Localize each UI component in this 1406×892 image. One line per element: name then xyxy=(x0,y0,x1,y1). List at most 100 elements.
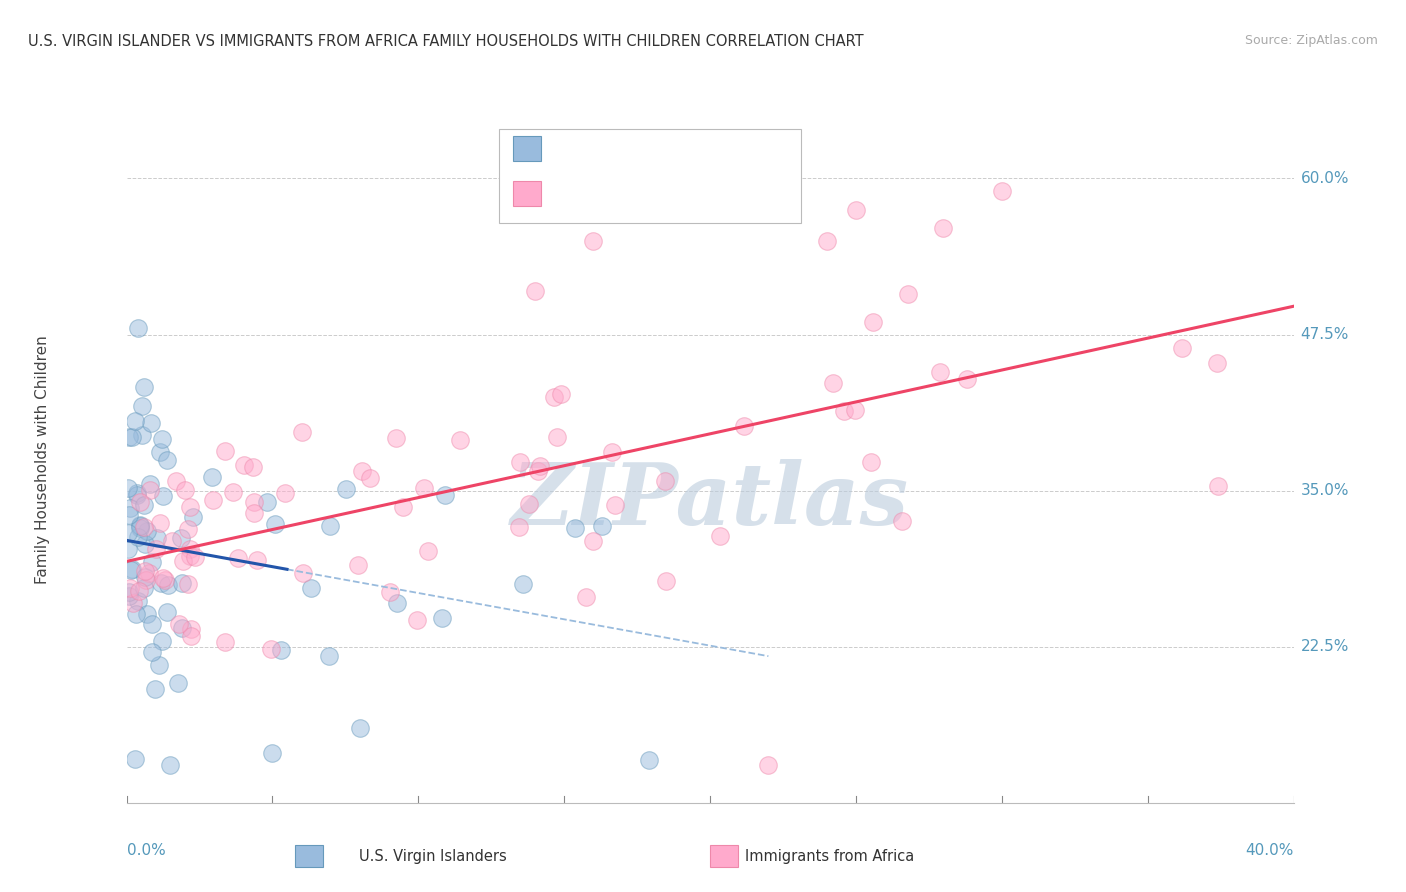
Point xyxy=(350,464,373,478)
Point xyxy=(546,430,568,444)
Point xyxy=(602,444,624,458)
Point xyxy=(138,566,160,581)
Point xyxy=(148,657,170,672)
Point xyxy=(132,380,155,394)
Text: 22.5%: 22.5% xyxy=(1301,640,1348,654)
Point xyxy=(152,489,174,503)
Point xyxy=(166,676,188,690)
Text: U.S. Virgin Islanders: U.S. Virgin Islanders xyxy=(359,849,506,863)
Point xyxy=(127,321,149,335)
Point xyxy=(638,753,661,767)
Point xyxy=(214,443,236,458)
Point xyxy=(143,681,166,696)
Point xyxy=(508,520,530,534)
Point xyxy=(121,430,143,444)
Point xyxy=(180,622,202,636)
Point xyxy=(527,464,550,478)
Point xyxy=(129,521,152,535)
Point xyxy=(117,481,139,495)
Point xyxy=(131,399,153,413)
Point xyxy=(1171,342,1194,356)
Point xyxy=(575,591,598,605)
Point xyxy=(139,483,162,497)
Point xyxy=(132,520,155,534)
Point xyxy=(124,414,146,428)
Point xyxy=(524,284,547,298)
Point xyxy=(179,500,201,514)
Point xyxy=(256,495,278,509)
Point xyxy=(406,613,429,627)
Text: 70: 70 xyxy=(707,142,728,156)
Point xyxy=(127,594,149,608)
Text: 35.0%: 35.0% xyxy=(1301,483,1348,498)
Point xyxy=(118,430,141,444)
Point xyxy=(136,524,159,539)
Point xyxy=(162,534,184,549)
Point xyxy=(150,576,173,591)
Point xyxy=(127,486,149,500)
Point xyxy=(132,499,155,513)
Point xyxy=(121,562,143,576)
Point xyxy=(243,494,266,508)
Point xyxy=(134,536,156,550)
Point xyxy=(359,471,381,485)
Text: R =: R = xyxy=(553,142,588,156)
Point xyxy=(150,432,173,446)
Text: 40.0%: 40.0% xyxy=(1246,843,1294,858)
Point xyxy=(124,752,146,766)
Point xyxy=(177,576,200,591)
Point xyxy=(201,492,224,507)
Point xyxy=(135,573,157,587)
Point xyxy=(118,508,141,522)
Point xyxy=(1205,356,1227,370)
Point xyxy=(654,574,676,589)
Point xyxy=(928,365,950,379)
Point xyxy=(756,758,779,772)
Point xyxy=(392,500,415,515)
Point xyxy=(170,531,193,545)
Point xyxy=(120,501,142,516)
Point xyxy=(564,521,586,535)
Point xyxy=(291,425,314,439)
Point xyxy=(141,617,163,632)
Point xyxy=(127,531,149,545)
Point xyxy=(172,621,194,635)
Point xyxy=(174,483,197,497)
Point xyxy=(378,585,401,599)
Point xyxy=(201,470,224,484)
Point xyxy=(167,617,190,632)
Text: Family Households with Children: Family Households with Children xyxy=(35,335,49,583)
Point xyxy=(299,581,322,595)
Point xyxy=(181,510,204,524)
Point xyxy=(136,607,159,622)
Point xyxy=(434,488,457,502)
Point xyxy=(509,455,531,469)
Point xyxy=(432,611,454,625)
Text: -0.163: -0.163 xyxy=(592,142,647,156)
Point xyxy=(270,643,292,657)
Point xyxy=(128,519,150,533)
Text: N =: N = xyxy=(657,186,703,201)
Point xyxy=(184,550,207,565)
Point xyxy=(134,581,156,595)
Point xyxy=(149,516,172,530)
Point xyxy=(264,517,287,532)
Point xyxy=(134,570,156,584)
Point xyxy=(139,477,162,491)
Point xyxy=(128,517,150,532)
Point xyxy=(156,452,179,467)
Point xyxy=(141,645,163,659)
Text: N =: N = xyxy=(657,142,703,156)
Point xyxy=(214,635,236,649)
Point xyxy=(131,427,153,442)
Point xyxy=(550,387,572,401)
Point xyxy=(117,526,139,541)
Point xyxy=(177,522,200,536)
Text: 85: 85 xyxy=(707,186,728,201)
Point xyxy=(990,184,1012,198)
Point xyxy=(232,458,254,473)
Point xyxy=(125,607,148,621)
Point xyxy=(384,431,406,445)
Point xyxy=(155,574,177,588)
Point xyxy=(821,376,844,390)
